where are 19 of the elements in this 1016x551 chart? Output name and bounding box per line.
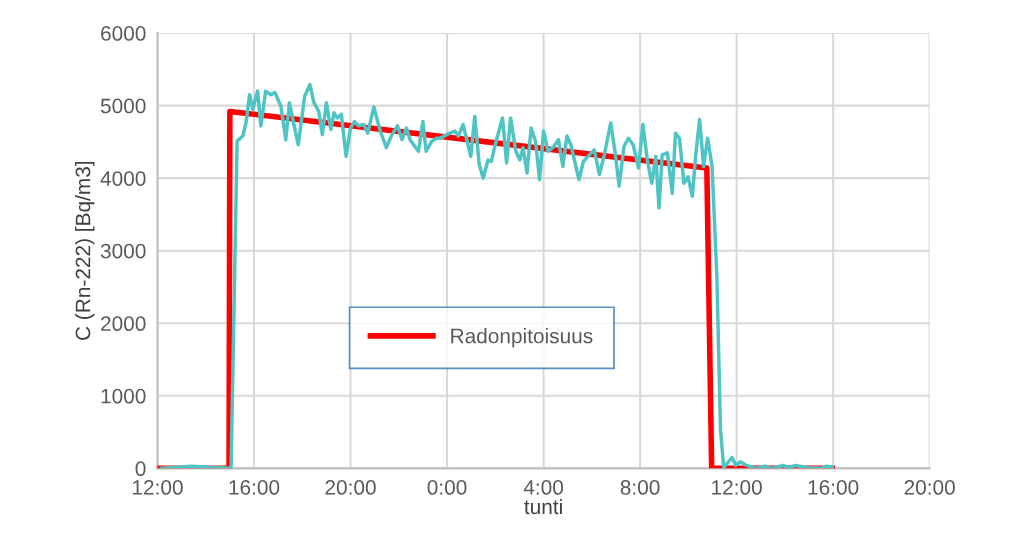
y-tick-label: 1000 — [101, 388, 146, 404]
x-tick-label: 0:00 — [427, 480, 467, 495]
x-tick-label: 12:00 — [133, 480, 183, 495]
y-tick-label: 0 — [135, 461, 146, 477]
x-axis-title: tunti — [524, 498, 562, 515]
y-tick-label: 4000 — [100, 171, 146, 186]
y-tick-label: 5000 — [100, 98, 146, 114]
y-tick-label: 2000 — [101, 316, 146, 332]
x-tick-label: 16:00 — [229, 480, 280, 495]
x-tick-label: 8:00 — [620, 480, 660, 495]
x-tick-label: 20:00 — [325, 480, 376, 495]
y-axis-title: C (Rn-222) [Bq/m3] — [75, 161, 95, 340]
x-tick-label: 12:00 — [712, 480, 762, 495]
y-tick-label: 6000 — [101, 26, 146, 41]
x-tick-label: 20:00 — [904, 480, 955, 495]
legend-label: Radonpitoisuus — [451, 328, 593, 348]
x-tick-label: 16:00 — [808, 480, 859, 495]
y-tick-label: 3000 — [100, 243, 146, 259]
x-tick-label: 4:00 — [523, 480, 564, 495]
